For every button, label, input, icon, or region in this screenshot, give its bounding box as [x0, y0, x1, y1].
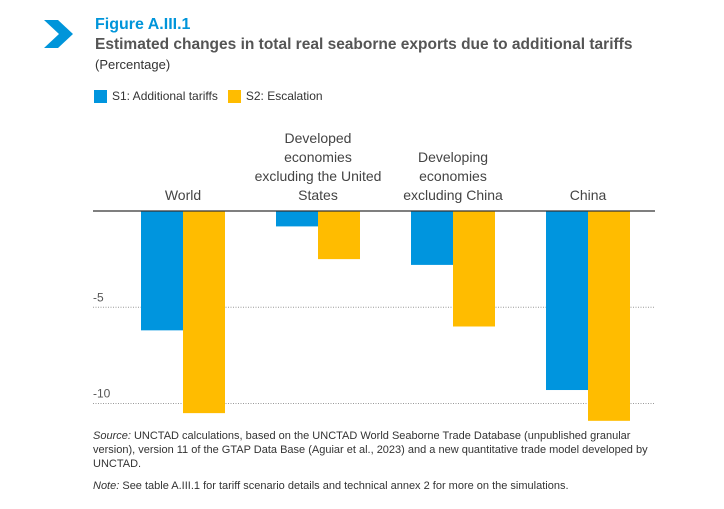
bar-s2	[453, 211, 495, 327]
category-label: excluding the United	[255, 168, 382, 184]
category-label: Developed	[285, 130, 352, 146]
category-label: excluding China	[403, 187, 503, 203]
note-text: See table A.III.1 for tariff scenario de…	[119, 480, 569, 492]
chart-subtitle: (Percentage)	[95, 57, 171, 72]
category-label: China	[570, 187, 607, 203]
bar-s1	[141, 211, 183, 331]
bar-s2	[588, 211, 630, 421]
chevron-right-icon	[44, 20, 73, 48]
bar-s2	[318, 211, 360, 260]
source-label: Source:	[93, 430, 131, 442]
source-note: Source: UNCTAD calculations, based on th…	[93, 429, 663, 471]
bar-s2	[183, 211, 225, 414]
legend-swatch-s1	[94, 89, 107, 103]
legend: S1: Additional tariffs S2: Escalation	[94, 89, 323, 103]
legend-label-s1: S1: Additional tariffs	[112, 89, 218, 103]
category-label: economies	[284, 149, 352, 165]
bar-s1	[276, 211, 318, 227]
bar-chart: -5 -10 World Developed economies excluding th…	[93, 130, 655, 421]
source-text: UNCTAD calculations, based on the UNCTAD…	[93, 430, 648, 470]
bar-s1	[546, 211, 588, 391]
legend-item-s1: S1: Additional tariffs	[94, 89, 218, 103]
category-label: Developing	[418, 149, 488, 165]
note: Note: See table A.III.1 for tariff scena…	[93, 480, 663, 492]
bar-s1	[411, 211, 453, 265]
category-label: World	[165, 187, 201, 203]
legend-label-s2: S2: Escalation	[245, 89, 323, 103]
figure-label: Figure A.III.1	[95, 16, 191, 33]
category-label: economies	[419, 168, 487, 184]
y-tick-label: -10	[93, 387, 111, 401]
legend-swatch-s2	[227, 89, 241, 103]
legend-item-s2: S2: Escalation	[227, 89, 323, 103]
y-tick-label: -5	[93, 290, 104, 304]
category-label: States	[298, 187, 338, 203]
note-label: Note:	[93, 480, 120, 492]
chart-title: Estimated changes in total real seaborne…	[95, 36, 633, 53]
